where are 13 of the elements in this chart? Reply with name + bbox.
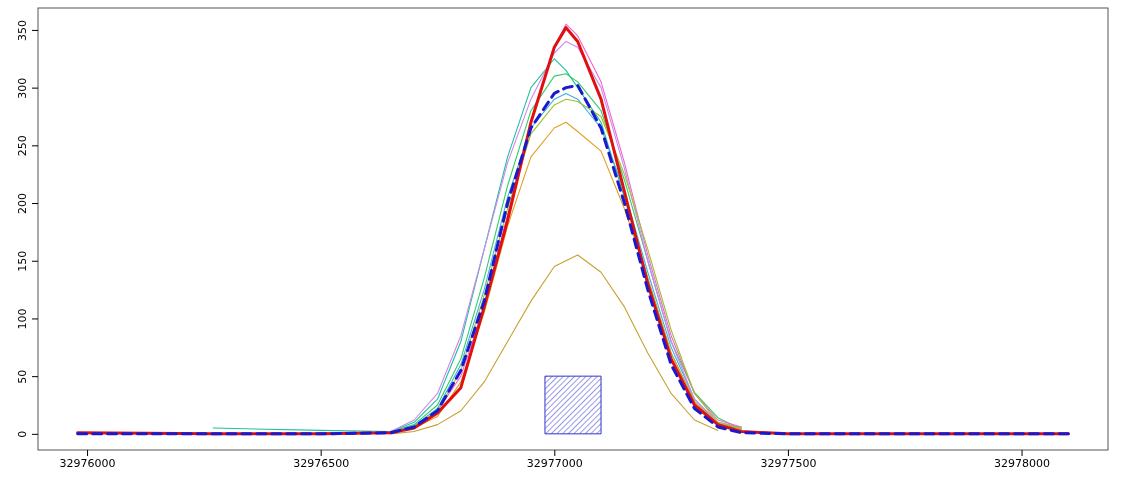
x-tick-label: 32976000 <box>59 456 116 470</box>
y-tick-label: 50 <box>16 369 29 384</box>
y-tick-label: 100 <box>16 308 29 330</box>
x-tick-label: 32977500 <box>760 456 817 470</box>
x-tick-label: 32977000 <box>526 456 583 470</box>
y-tick-label: 350 <box>16 19 29 41</box>
x-tick-label: 32978000 <box>994 456 1051 470</box>
y-tick-label: 0 <box>16 430 29 438</box>
y-tick-label: 300 <box>16 77 29 99</box>
y-tick-label: 200 <box>16 193 29 215</box>
y-tick-label: 250 <box>16 135 29 157</box>
y-tick-label: 150 <box>16 250 29 272</box>
x-tick-label: 32976500 <box>293 456 350 470</box>
